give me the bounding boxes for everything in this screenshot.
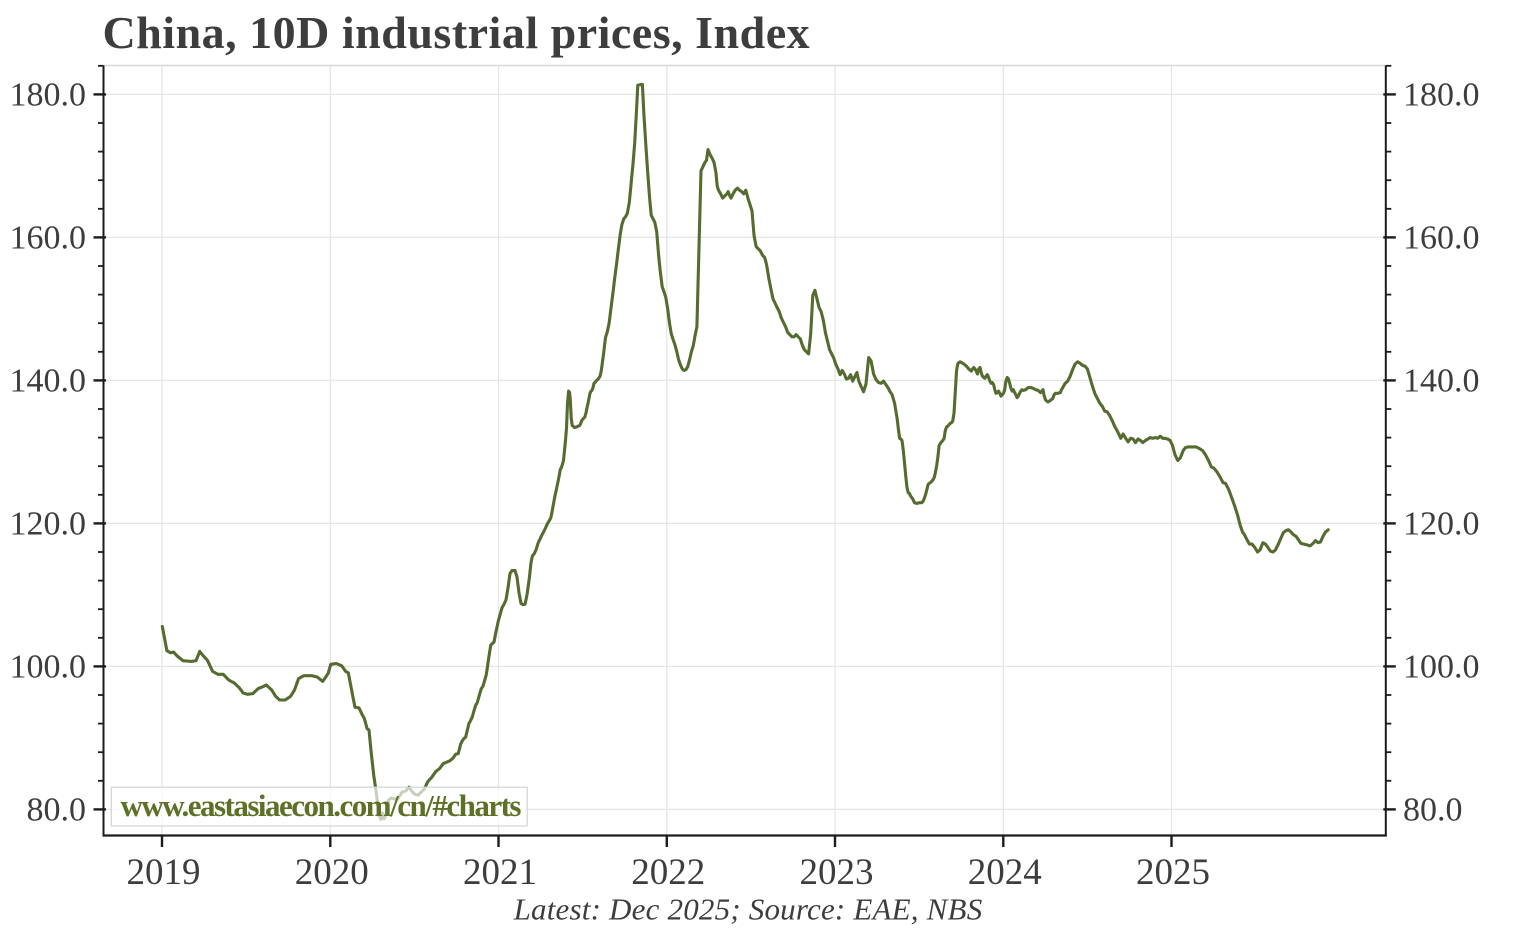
svg-text:120.0: 120.0 [10,505,87,542]
svg-text:160.0: 160.0 [1403,219,1480,256]
svg-text:100.0: 100.0 [1403,648,1480,685]
svg-text:Latest: Dec 2025; Source: EAE,: Latest: Dec 2025; Source: EAE, NBS [513,892,983,927]
svg-text:180.0: 180.0 [10,76,87,113]
svg-text:2022: 2022 [631,852,705,893]
svg-text:100.0: 100.0 [10,648,87,685]
svg-text:80.0: 80.0 [1403,791,1463,828]
svg-text:2025: 2025 [1136,852,1210,893]
svg-text:180.0: 180.0 [1403,76,1480,113]
svg-text:140.0: 140.0 [1403,362,1480,399]
svg-text:2024: 2024 [968,852,1042,893]
svg-text:2020: 2020 [295,852,369,893]
svg-text:2019: 2019 [127,852,201,893]
svg-text:www.eastasiaecon.com/cn/#chart: www.eastasiaecon.com/cn/#charts [121,788,522,823]
svg-text:2021: 2021 [463,852,537,893]
svg-text:160.0: 160.0 [10,219,87,256]
svg-text:China, 10D industrial prices,: China, 10D industrial prices, Index [103,7,811,58]
svg-text:120.0: 120.0 [1403,505,1480,542]
svg-text:140.0: 140.0 [10,362,87,399]
svg-text:2023: 2023 [800,852,874,893]
svg-text:80.0: 80.0 [27,791,87,828]
